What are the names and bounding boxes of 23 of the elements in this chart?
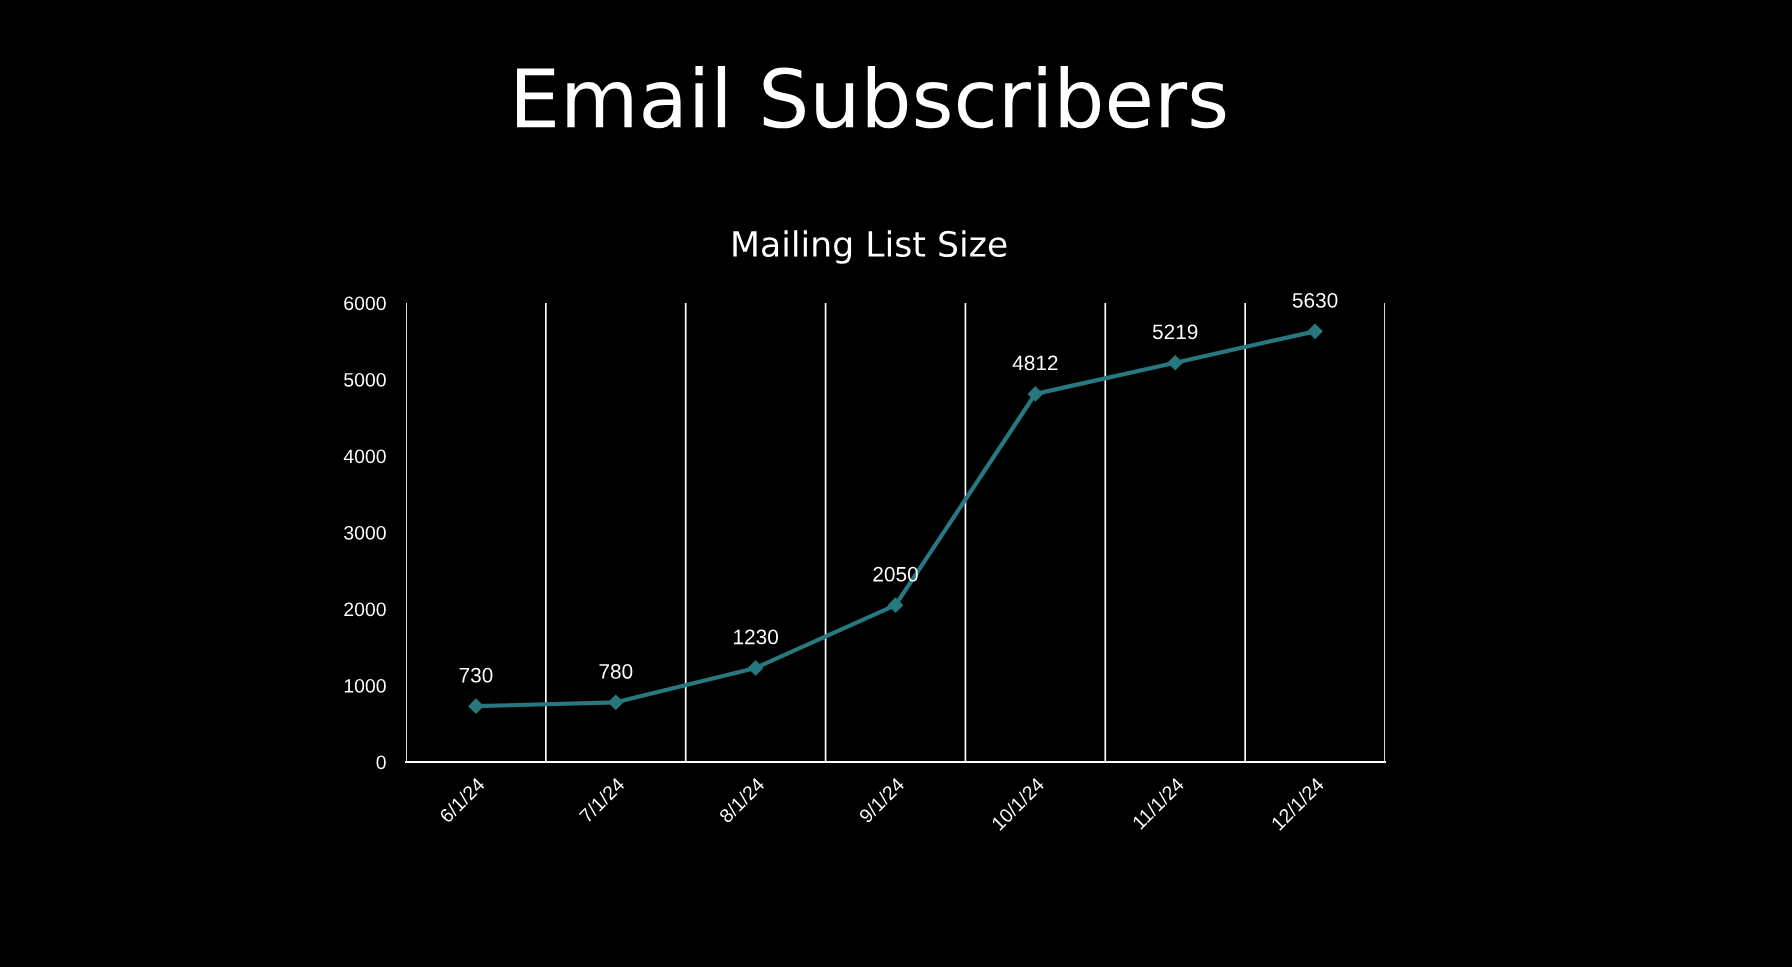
point	[748, 660, 764, 676]
data-label: 730	[459, 667, 493, 683]
y-tick-label: 2000	[344, 602, 386, 617]
data-label: 5630	[1292, 292, 1338, 308]
y-tick-label: 0	[376, 755, 386, 770]
point	[887, 597, 904, 613]
data-label: 1230	[734, 629, 778, 645]
y-tick-label: 5000	[344, 372, 386, 387]
chart-title: Email Subscribers	[517, 66, 1226, 129]
data-label: 4812	[1012, 355, 1058, 371]
y-tick-label: 4000	[343, 449, 386, 464]
data-label: 2050	[873, 566, 918, 582]
y-tick-label: 3000	[344, 525, 386, 540]
point	[1027, 386, 1043, 402]
y-tick-label: 1000	[344, 678, 386, 693]
point	[608, 694, 624, 710]
point	[1167, 355, 1183, 371]
data-label: 780	[599, 664, 633, 679]
chart-subtitle: Mailing List Size	[733, 230, 1007, 264]
data-label: 5219	[1152, 324, 1198, 340]
y-tick-label: 6000	[344, 296, 386, 311]
point	[1307, 323, 1323, 339]
point	[468, 698, 484, 714]
